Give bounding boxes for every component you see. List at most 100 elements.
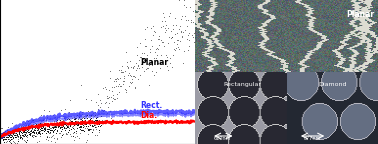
Point — [151, 57, 157, 59]
Point — [151, 74, 157, 76]
Point — [157, 67, 163, 69]
Point — [79, 113, 85, 115]
Point — [122, 87, 128, 90]
Point — [152, 51, 158, 53]
Point — [110, 97, 116, 99]
Point — [60, 124, 66, 126]
Point — [1, 136, 7, 138]
Point — [5, 130, 11, 132]
Point — [117, 85, 123, 88]
Point — [3, 133, 9, 135]
Point — [143, 67, 149, 70]
Point — [135, 64, 141, 66]
Point — [51, 137, 57, 140]
Point — [77, 123, 84, 125]
Point — [171, 48, 177, 50]
Point — [25, 129, 31, 131]
Point — [25, 124, 31, 126]
Point — [36, 126, 42, 128]
Point — [143, 28, 149, 30]
Point — [65, 117, 71, 119]
Point — [90, 112, 96, 114]
Point — [92, 124, 98, 126]
Point — [144, 67, 150, 69]
Point — [62, 127, 68, 130]
Point — [168, 36, 174, 39]
Point — [53, 126, 59, 128]
Point — [165, 69, 171, 71]
Point — [70, 121, 76, 123]
Point — [76, 112, 82, 115]
Point — [42, 137, 48, 140]
Point — [173, 47, 179, 49]
Point — [78, 84, 84, 86]
Point — [63, 132, 69, 134]
Point — [170, 24, 176, 26]
Point — [184, 38, 190, 40]
Point — [191, 32, 197, 35]
Point — [155, 62, 161, 64]
Point — [62, 122, 68, 125]
Point — [53, 128, 59, 131]
Point — [181, 50, 187, 52]
Point — [53, 124, 59, 127]
Point — [85, 133, 91, 135]
Point — [71, 118, 77, 121]
Point — [4, 140, 10, 142]
Point — [4, 132, 10, 134]
Point — [173, 23, 179, 26]
Point — [109, 89, 115, 92]
Point — [0, 135, 5, 138]
Point — [94, 123, 100, 125]
Point — [96, 121, 102, 123]
Point — [6, 140, 12, 142]
Point — [54, 124, 60, 127]
Point — [40, 128, 46, 130]
Point — [39, 127, 45, 129]
Point — [12, 132, 18, 134]
Point — [174, 32, 180, 34]
Point — [65, 126, 71, 128]
Point — [9, 138, 15, 140]
Point — [76, 116, 82, 118]
Point — [0, 137, 5, 139]
Point — [19, 134, 25, 136]
Point — [12, 128, 19, 131]
Point — [81, 130, 87, 132]
Point — [33, 132, 39, 134]
Point — [46, 136, 52, 138]
Point — [94, 119, 100, 121]
Point — [9, 122, 15, 125]
Point — [3, 138, 9, 140]
Point — [96, 131, 102, 134]
Point — [18, 130, 24, 133]
Point — [141, 52, 147, 54]
Point — [180, 31, 186, 33]
Point — [28, 130, 34, 132]
Text: Rectangular: Rectangular — [223, 82, 261, 87]
Point — [11, 132, 17, 134]
Point — [31, 126, 37, 128]
Point — [88, 98, 94, 101]
Text: 620nm: 620nm — [214, 136, 231, 141]
Point — [34, 129, 40, 131]
Point — [115, 85, 121, 88]
Point — [127, 74, 133, 76]
Point — [124, 61, 130, 63]
Point — [172, 49, 178, 51]
Point — [75, 120, 81, 122]
Point — [118, 71, 124, 74]
Point — [20, 134, 26, 137]
Point — [182, 29, 188, 31]
Point — [176, 0, 182, 1]
Point — [18, 131, 24, 133]
Point — [38, 129, 44, 131]
Point — [29, 119, 35, 122]
Point — [94, 134, 100, 136]
Point — [133, 62, 139, 64]
Point — [16, 131, 22, 133]
Point — [162, 20, 168, 22]
Point — [0, 131, 6, 133]
Point — [31, 123, 37, 125]
Point — [81, 121, 87, 123]
